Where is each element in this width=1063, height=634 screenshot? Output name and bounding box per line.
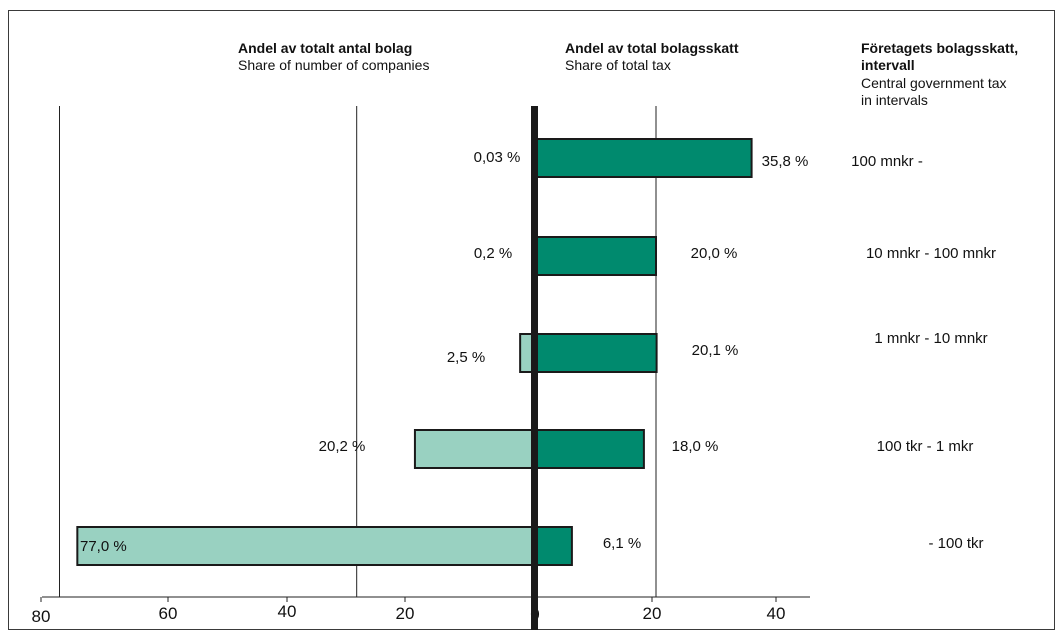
category-header-subtitle-line1: Central government tax [861,75,1007,91]
data-label-tax-0: 35,8 % [762,153,809,170]
x-tick-label-right-0: 20 [643,604,662,623]
data-label-companies-3: 20,2 % [319,438,366,455]
bar-companies-4 [76,526,537,566]
category-header: Företagets bolagsskatt, intervall Centra… [861,40,1018,109]
data-label-tax-3: 18,0 % [672,438,719,455]
bar-tax-1 [534,236,657,276]
x-tick-label-left-3: 20 [396,604,415,623]
category-header-title-line1: Företagets bolagsskatt, [861,40,1019,56]
category-label-2: 1 mnkr - 10 mnkr [874,330,987,347]
bar-tax-0 [534,138,753,178]
x-tick-label-right-1: 40 [767,604,786,623]
left-series-title: Andel av totalt antal bolag [238,40,413,56]
bar-companies-3 [413,429,536,469]
zero-axis [531,106,538,630]
category-header-title-line2: intervall [861,57,915,73]
data-label-companies-2: 2,5 % [447,349,485,366]
x-tick-label-left-1: 60 [159,604,178,623]
bar-tax-2 [534,333,658,373]
category-label-1: 10 mnkr - 100 mnkr [866,245,996,262]
data-label-tax-4: 6,1 % [603,535,641,552]
data-label-companies-0: 0,03 % [474,149,521,166]
x-tick-label-left-2: 40 [278,602,297,621]
data-label-tax-1: 20,0 % [691,245,738,262]
data-label-companies-4: 77,0 % [80,538,127,555]
right-series-title: Andel av total bolagsskatt [565,40,739,56]
data-label-companies-1: 0,2 % [474,245,512,262]
category-label-3: 100 tkr - 1 mkr [877,438,974,455]
left-series-subtitle: Share of number of companies [238,57,430,73]
bar-tax-4 [534,526,573,566]
category-label-0: 100 mnkr - [851,153,923,170]
right-series-subtitle: Share of total tax [565,57,671,73]
category-header-subtitle-line2: in intervals [861,92,928,108]
bar-tax-3 [534,429,645,469]
left-series-header: Andel av totalt antal bolag Share of num… [238,40,429,74]
data-label-tax-2: 20,1 % [692,342,739,359]
x-tick-label-left-0: 80 [32,607,51,626]
category-label-4: - 100 tkr [928,535,983,552]
right-series-header: Andel av total bolagsskatt Share of tota… [565,40,738,74]
